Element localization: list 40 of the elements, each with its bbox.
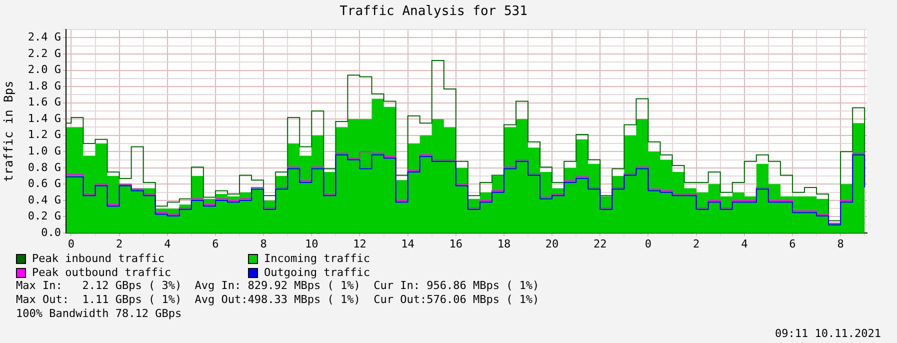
x-tick-label: 10 bbox=[305, 237, 318, 250]
y-tick-label: 1.6 G bbox=[28, 96, 61, 109]
legend-label: Peak inbound traffic bbox=[32, 252, 164, 265]
x-tick-label: 6 bbox=[212, 237, 219, 250]
x-tick-label: 4 bbox=[164, 237, 172, 250]
x-tick-label: 6 bbox=[789, 237, 796, 250]
y-tick-label: 0.8 G bbox=[28, 160, 61, 174]
legend-label: Outgoing traffic bbox=[264, 266, 370, 279]
x-tick-label: 18 bbox=[497, 237, 511, 250]
y-tick-label: 0.6 G bbox=[28, 177, 61, 190]
x-tick-label: 22 bbox=[594, 237, 607, 250]
x-tick-label: 16 bbox=[449, 237, 463, 250]
y-tick-label: 1.0 G bbox=[28, 144, 61, 158]
y-tick-label: 2.4 G bbox=[28, 30, 61, 44]
x-tick-label: 12 bbox=[353, 237, 366, 250]
x-tick-label: 4 bbox=[741, 237, 748, 250]
chart-title: Traffic Analysis for 531 bbox=[340, 4, 528, 20]
x-tick-label: 20 bbox=[545, 237, 559, 250]
legend-label: Peak outbound traffic bbox=[32, 266, 172, 279]
text: Max In: 2.12 GBps ( 3%) Avg In: 829.92 MBps ( 1%) Cur In: 956.86 MBps ( 1%) bbox=[16, 279, 540, 293]
text: Max Out: 1.11 GBps ( 1%) Avg Out:498.33 MBps ( 1%) Cur Out:576.06 MBps ( 1%) bbox=[16, 293, 540, 307]
y-tick-label: 1.8 G bbox=[28, 79, 61, 92]
x-tick-label: 2 bbox=[116, 237, 123, 250]
x-tick-label: 8 bbox=[837, 237, 844, 250]
text: 09:11 10.11.2021 bbox=[775, 327, 881, 341]
y-tick-label: 1.2 G bbox=[28, 128, 61, 142]
y-tick-label: 2.0 G bbox=[28, 63, 61, 76]
y-tick-label: 2.2 G bbox=[28, 46, 61, 60]
y-axis-title: traffic in Bps bbox=[1, 80, 16, 182]
x-tick-label: 0 bbox=[68, 237, 75, 250]
y-tick-label: 0.4 G bbox=[28, 193, 61, 206]
x-tick-label: 14 bbox=[401, 237, 415, 250]
x-tick-label: 2 bbox=[692, 237, 700, 250]
y-tick-label: 1.4 G bbox=[28, 112, 61, 125]
legend-label: Incoming traffic bbox=[264, 252, 370, 265]
y-tick-label: 0.2 G bbox=[28, 210, 61, 223]
y-tick-label: 0.0 bbox=[41, 226, 61, 239]
text: 100% Bandwidth 78.12 GBps bbox=[16, 307, 183, 321]
x-tick-label: 8 bbox=[260, 237, 267, 250]
x-tick-label: 0 bbox=[644, 237, 652, 250]
